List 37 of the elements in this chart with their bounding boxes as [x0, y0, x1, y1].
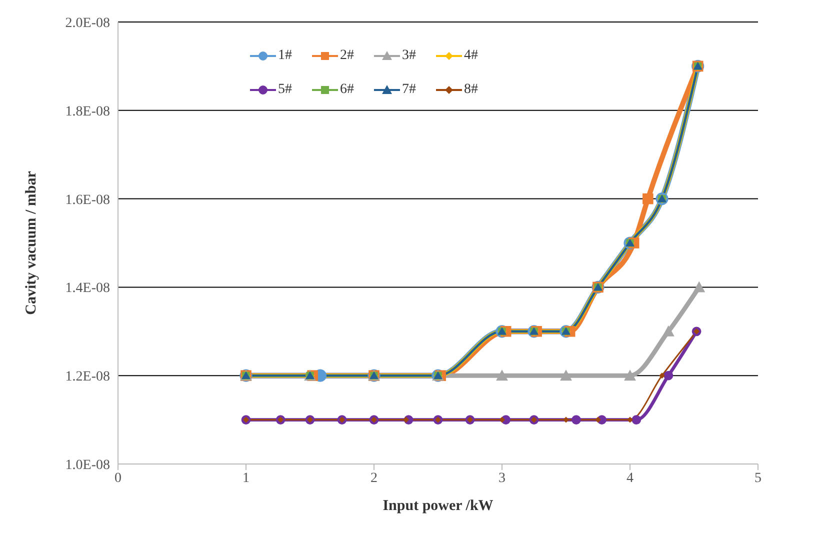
x-tick-label: 5 — [754, 470, 762, 486]
legend-label: 3# — [402, 48, 416, 64]
x-axis-title: Input power /kW — [382, 498, 494, 514]
y-tick-label: 1.4E-08 — [65, 281, 110, 296]
point — [563, 416, 569, 423]
y-tick-label: 1.2E-08 — [65, 370, 110, 385]
x-tick-label: 1 — [242, 470, 250, 486]
y-tick-label: 2.0E-08 — [65, 16, 110, 31]
point — [642, 193, 654, 204]
point — [659, 372, 665, 379]
point — [664, 370, 674, 380]
point — [496, 370, 508, 381]
legend-label: 6# — [340, 82, 354, 98]
point — [662, 325, 674, 336]
legend-label: 1# — [278, 48, 292, 64]
point — [499, 416, 505, 423]
point — [595, 416, 601, 423]
x-tick-label: 2 — [370, 470, 378, 486]
x-tick-label: 4 — [626, 470, 634, 486]
y-tick-label: 1.6E-08 — [65, 192, 110, 208]
legend-label: 4# — [464, 48, 478, 64]
point — [572, 415, 581, 424]
legend-label: 7# — [402, 82, 416, 98]
point — [632, 415, 642, 424]
point — [627, 416, 633, 423]
legend-label: 5# — [278, 82, 292, 98]
y-tick-label: 1.8E-08 — [65, 104, 110, 120]
y-tick-label: 1.0E-08 — [65, 458, 110, 473]
point — [403, 416, 409, 423]
x-tick-label: 0 — [114, 470, 122, 486]
point — [624, 370, 636, 381]
point — [560, 370, 572, 381]
legend-label: 2# — [340, 48, 354, 64]
x-tick-label: 3 — [498, 470, 506, 486]
y-axis-title: Cavity vacuum / mbar — [23, 170, 40, 315]
legend-label: 8# — [464, 82, 478, 98]
point — [693, 281, 706, 292]
